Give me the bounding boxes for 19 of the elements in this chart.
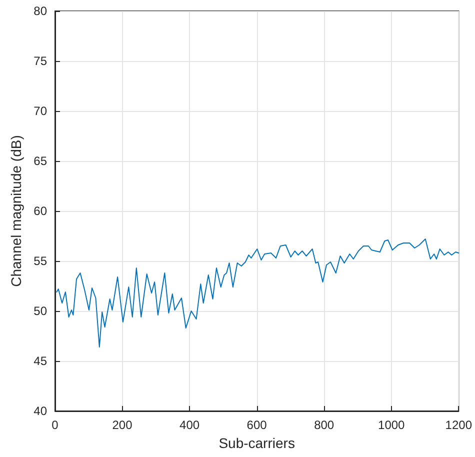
line-series (56, 238, 460, 348)
y-tick-label: 60 (34, 204, 48, 218)
y-axis-title: Channel magnitude (dB) (8, 135, 24, 287)
x-tick-label: 1000 (378, 418, 406, 432)
x-axis-title: Sub-carriers (218, 434, 295, 451)
y-tick-label: 50 (34, 304, 48, 318)
y-tick-label: 65 (34, 154, 48, 168)
x-tick-label: 400 (180, 418, 200, 432)
x-tick-label: 600 (246, 418, 268, 432)
x-tick-label: 1200 (445, 418, 472, 432)
y-tick-label: 40 (34, 404, 48, 418)
x-tick-label: 0 (52, 418, 59, 432)
x-tick-label: 200 (112, 418, 133, 432)
y-tick-label: 55 (34, 254, 48, 268)
y-tick-label: 45 (34, 354, 48, 368)
y-tick-label: 80 (34, 4, 48, 18)
y-tick-label: 75 (34, 54, 48, 68)
y-tick-label: 70 (34, 104, 48, 118)
x-tick-label: 800 (314, 418, 334, 432)
